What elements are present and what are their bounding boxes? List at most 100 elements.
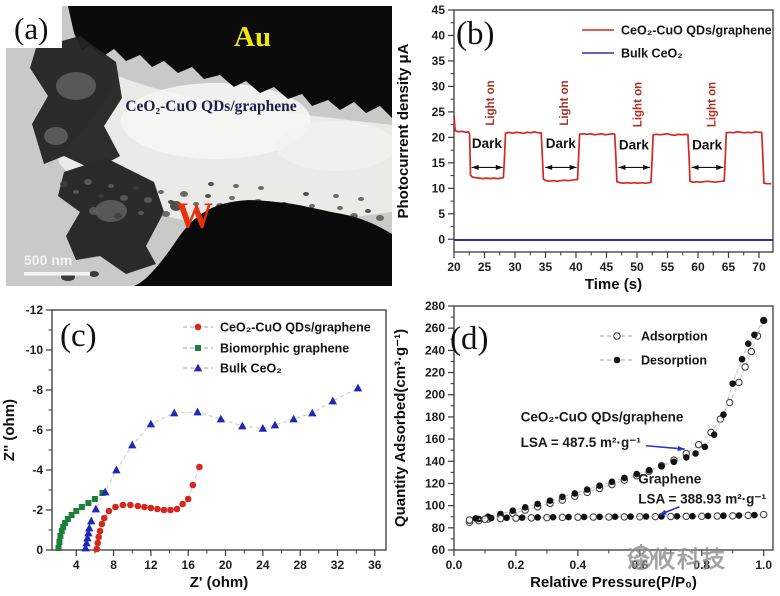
legend-label: Bulk CeO₂	[621, 47, 683, 61]
y-tick-label: 60	[432, 543, 446, 557]
legend-label: Desorption	[641, 354, 707, 368]
legend: Adsorption Desorption	[600, 330, 708, 368]
legend-label: Adsorption	[641, 330, 708, 344]
y-tick-label: 0	[438, 232, 445, 246]
x-tick-label: 70	[752, 260, 766, 274]
w-label: W	[176, 196, 213, 237]
plot-frame	[453, 9, 774, 253]
x-tick-label: 35	[539, 260, 553, 274]
bright-flake-highlight-2	[276, 121, 392, 171]
series	[472, 511, 758, 522]
y-tick-label: 45	[432, 3, 446, 17]
x-tick-label: 0.2	[508, 558, 525, 572]
series	[453, 115, 772, 185]
annotation-arrow	[618, 164, 651, 171]
x-tick-label: 0.8	[693, 558, 710, 572]
x-tick-label: 65	[722, 260, 736, 274]
x-axis-label: Z' (ohm)	[190, 574, 249, 591]
impedance-chart-panel-c: 4 8 12 16 20 24 28 32 36 0 -2 -4 -6 -8 -10 -12 Z' (ohm) Z…	[1, 303, 387, 591]
series	[55, 490, 106, 551]
y-tick-label: 280	[425, 299, 445, 313]
y-axis: 0 -2 -4 -6 -8 -10 -12	[26, 303, 52, 557]
x-tick-label: 1.0	[755, 558, 772, 572]
x-tick-label: 28	[293, 558, 307, 572]
y-tick-label: 220	[425, 366, 445, 380]
scalebar	[24, 272, 90, 276]
legend-label: CeO₂-CuO QDs/graphene	[621, 24, 772, 38]
annotation-text: Dark	[546, 136, 577, 151]
x-tick-label: 55	[661, 260, 675, 274]
isotherm-chart-panel-d: 0.0 0.2 0.4 0.6 0.8 1.06080100120140160180200…	[392, 299, 774, 591]
x-axis: 20 25 30 35 40 45 50 55 60 65 70	[447, 252, 766, 274]
legend: CeO₂-CuO QDs/graphene Bulk CeO₂	[582, 24, 772, 61]
x-axis-label: Time (s)	[585, 276, 642, 292]
x-tick-label: 8	[110, 558, 117, 572]
y-axis-label: Z'' (ohm)	[1, 399, 18, 461]
x-tick-label: 0.4	[570, 558, 587, 572]
x-tick-label: 25	[478, 260, 492, 274]
legend-label: CeO₂-CuO QDs/graphene	[220, 321, 371, 335]
panel-label: (b)	[456, 16, 494, 52]
y-tick-label: 40	[432, 28, 446, 42]
y-axis-label: Photocurrent density μA	[395, 43, 412, 218]
debris	[89, 271, 99, 277]
annotation-text: LSA = 487.5 m²·g⁻¹	[521, 435, 642, 450]
y-tick-label: 20	[432, 130, 446, 144]
series	[81, 383, 363, 552]
y-tick-label: 160	[425, 432, 445, 446]
y-tick-label: 240	[425, 343, 445, 357]
scalebar-label: 500 nm	[24, 252, 72, 268]
x-tick-label: 0.0	[446, 558, 463, 572]
y-tick-label: -2	[32, 503, 43, 517]
series	[465, 510, 768, 524]
annotation-arrow	[471, 164, 503, 171]
y-tick-label: -6	[32, 423, 43, 437]
annotation-text: Dark	[472, 136, 503, 151]
x-tick-label: 32	[331, 558, 345, 572]
y-tick-label: -10	[26, 343, 44, 357]
y-tick-label: -12	[26, 303, 44, 317]
y-tick-label: 120	[425, 476, 445, 490]
cluster-highlight	[44, 127, 68, 145]
watermark: 泽攸科技	[627, 540, 727, 574]
annotation-text: Light on	[559, 80, 571, 125]
y-tick-label: 0	[36, 543, 43, 557]
sample-label: CeO₂-CuO QDs/graphene	[125, 98, 296, 115]
annotation-text: CeO₂-CuO QDs/graphene	[521, 409, 684, 424]
y-axis: 0 5 10 15 20 25 30 35 40 45	[432, 3, 454, 246]
annotation-text: Graphene	[638, 471, 702, 486]
x-tick-label: 16	[182, 558, 196, 572]
annotation-arrow	[545, 164, 577, 171]
annotation-text: Light on	[485, 80, 497, 125]
y-axis: 60 80 100 120 140 160 180 200 220 240 260 280	[425, 299, 454, 557]
legend-label: Bulk CeO₂	[220, 362, 282, 376]
panel-label: (d)	[450, 321, 488, 357]
y-tick-label: -4	[32, 463, 43, 477]
photocurrent-chart-panel-b: 20 25 30 35 40 45 50 55 60 65 70 0 5 10 15 20 25 30 35 40 45…	[395, 3, 774, 292]
annotation-text: Dark	[692, 138, 723, 153]
x-tick-label: 12	[144, 558, 158, 572]
watermark-logo-icon	[628, 544, 654, 571]
panel-label: (c)	[60, 318, 97, 354]
x-tick-label: 20	[219, 558, 233, 572]
panel-label-box	[6, 6, 62, 48]
x-tick-label: 40	[569, 260, 583, 274]
y-tick-label: 10	[432, 181, 446, 195]
y-axis-label: Quantity Adsorbed(cm³·g⁻¹)	[392, 329, 409, 527]
x-axis: 4 8 12 16 20 24 28 32 36	[73, 550, 382, 572]
x-tick-label: 36	[368, 558, 382, 572]
series	[93, 463, 203, 553]
au-electrode-region	[68, 6, 392, 118]
au-label: Au	[234, 21, 271, 53]
annotation-text: Light on	[706, 82, 718, 127]
y-tick-label: 100	[425, 499, 445, 513]
y-tick-label: 30	[432, 79, 446, 93]
annotation-arrow	[691, 164, 724, 171]
bright-flake-highlight	[121, 83, 311, 159]
cluster-highlight	[95, 200, 127, 222]
x-tick-label: 20	[447, 260, 461, 274]
y-tick-label: 80	[432, 521, 446, 535]
y-tick-label: 180	[425, 410, 445, 424]
y-tick-label: 200	[425, 388, 445, 402]
